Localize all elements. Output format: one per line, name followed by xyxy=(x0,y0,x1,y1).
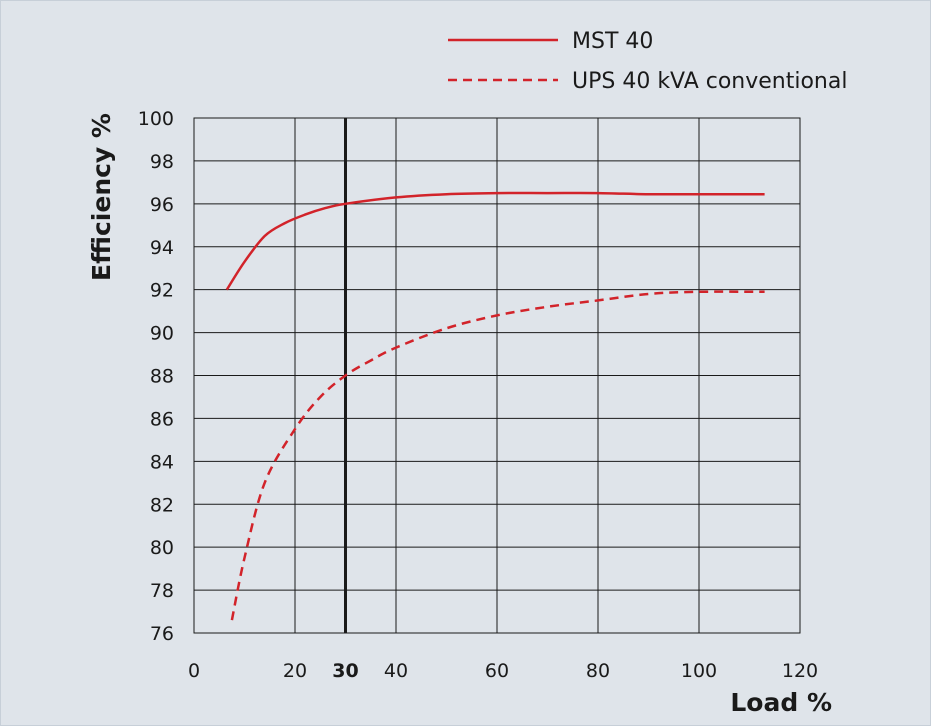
y-tick-label: 84 xyxy=(150,451,174,473)
y-tick-label: 82 xyxy=(150,494,174,516)
x-tick-label: 100 xyxy=(681,660,717,682)
y-tick-label: 80 xyxy=(150,537,174,559)
x-tick-label-reference: 30 xyxy=(332,660,358,682)
x-tick-label: 0 xyxy=(188,660,200,682)
y-tick-label: 94 xyxy=(150,237,174,259)
y-tick-label: 76 xyxy=(150,623,174,645)
y-tick-label: 98 xyxy=(150,151,174,173)
y-tick-label: 90 xyxy=(150,323,174,345)
y-tick-label: 96 xyxy=(150,194,174,216)
x-tick-label: 20 xyxy=(283,660,307,682)
x-tick-label: 120 xyxy=(782,660,818,682)
series-group xyxy=(225,191,765,621)
y-tick-label: 86 xyxy=(150,408,174,430)
x-axis-title: Load % xyxy=(730,688,832,717)
legend-label-ups-conventional: UPS 40 kVA conventional xyxy=(572,69,847,94)
x-tick-label: 40 xyxy=(384,660,408,682)
y-axis-title: Efficiency % xyxy=(87,113,116,281)
x-tick-label: 60 xyxy=(485,660,509,682)
legend-label-mst-40: MST 40 xyxy=(572,29,653,54)
y-tick-label: 92 xyxy=(150,280,174,302)
y-tick-label: 100 xyxy=(138,108,174,130)
x-tick-label: 80 xyxy=(586,660,610,682)
y-tick-label: 78 xyxy=(150,580,174,602)
series-line-ups-conventional xyxy=(230,290,765,621)
plot-border xyxy=(193,117,801,634)
y-tick-label: 88 xyxy=(150,366,174,388)
series-line-mst-40 xyxy=(225,191,765,291)
tick-labels: 76 78 80 82 84 86 88 90 92 94 96 98 100 0 20 30 40 60 80 10… xyxy=(138,108,818,682)
legend: MST 40 UPS 40 kVA conventional xyxy=(448,29,847,94)
